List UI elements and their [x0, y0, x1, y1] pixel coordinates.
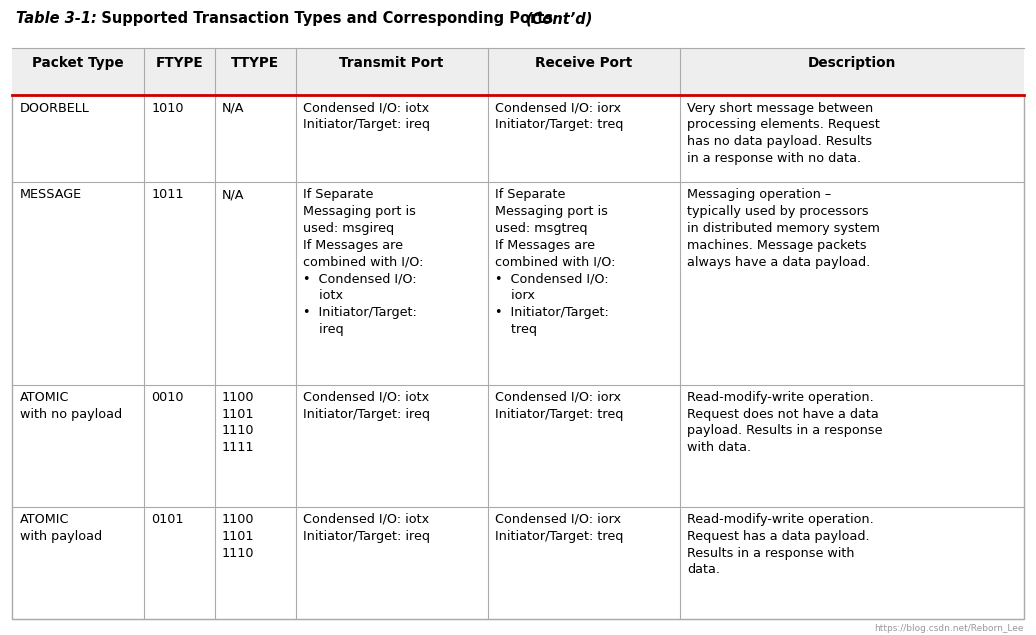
Text: Transmit Port: Transmit Port [340, 56, 443, 70]
Text: 1011: 1011 [151, 189, 183, 201]
Text: 1100
1101
1110: 1100 1101 1110 [222, 513, 255, 559]
Text: Packet Type: Packet Type [32, 56, 124, 70]
Text: Condensed I/O: iotx
Initiator/Target: ireq: Condensed I/O: iotx Initiator/Target: ir… [303, 391, 430, 420]
Text: Table 3-1:: Table 3-1: [16, 11, 96, 27]
Text: https://blog.csdn.net/Reborn_Lee: https://blog.csdn.net/Reborn_Lee [874, 624, 1024, 633]
Text: N/A: N/A [222, 189, 244, 201]
Text: Condensed I/O: iorx
Initiator/Target: treq: Condensed I/O: iorx Initiator/Target: tr… [495, 513, 624, 543]
Text: (Cont’d): (Cont’d) [526, 11, 594, 27]
Text: MESSAGE: MESSAGE [20, 189, 82, 201]
Text: Read-modify-write operation.
Request does not have a data
payload. Results in a : Read-modify-write operation. Request doe… [687, 391, 883, 454]
Bar [12, 48, 1024, 95]
Text: FTYPE: FTYPE [155, 56, 203, 70]
Bar [12, 95, 1024, 182]
Text: Messaging operation –
typically used by processors
in distributed memory system
: Messaging operation – typically used by … [687, 189, 880, 269]
Text: ATOMIC
with no payload: ATOMIC with no payload [20, 391, 122, 420]
Text: Very short message between
processing elements. Request
has no data payload. Res: Very short message between processing el… [687, 102, 880, 165]
Text: TTYPE: TTYPE [231, 56, 279, 70]
Bar [12, 182, 1024, 385]
Text: Condensed I/O: iotx
Initiator/Target: ireq: Condensed I/O: iotx Initiator/Target: ir… [303, 102, 430, 131]
Text: 0010: 0010 [151, 391, 183, 404]
Text: Condensed I/O: iotx
Initiator/Target: ireq: Condensed I/O: iotx Initiator/Target: ir… [303, 513, 430, 543]
Text: 1100
1101
1110
1111: 1100 1101 1110 1111 [222, 391, 255, 454]
Bar [12, 385, 1024, 507]
Text: Receive Port: Receive Port [536, 56, 632, 70]
Text: Read-modify-write operation.
Request has a data payload.
Results in a response w: Read-modify-write operation. Request has… [687, 513, 873, 577]
Text: Supported Transaction Types and Corresponding Ports: Supported Transaction Types and Correspo… [86, 11, 558, 27]
Text: N/A: N/A [222, 102, 244, 114]
Text: 0101: 0101 [151, 513, 183, 526]
Bar [12, 507, 1024, 619]
Bar [12, 95, 1024, 619]
Text: 1010: 1010 [151, 102, 183, 114]
Text: If Separate
Messaging port is
used: msgireq
If Messages are
combined with I/O:
•: If Separate Messaging port is used: msgi… [303, 189, 424, 336]
Text: Description: Description [807, 56, 896, 70]
Text: ATOMIC
with payload: ATOMIC with payload [20, 513, 102, 543]
Text: Condensed I/O: iorx
Initiator/Target: treq: Condensed I/O: iorx Initiator/Target: tr… [495, 102, 624, 131]
Text: If Separate
Messaging port is
used: msgtreq
If Messages are
combined with I/O:
•: If Separate Messaging port is used: msgt… [495, 189, 615, 336]
Text: DOORBELL: DOORBELL [20, 102, 89, 114]
Text: Condensed I/O: iorx
Initiator/Target: treq: Condensed I/O: iorx Initiator/Target: tr… [495, 391, 624, 420]
